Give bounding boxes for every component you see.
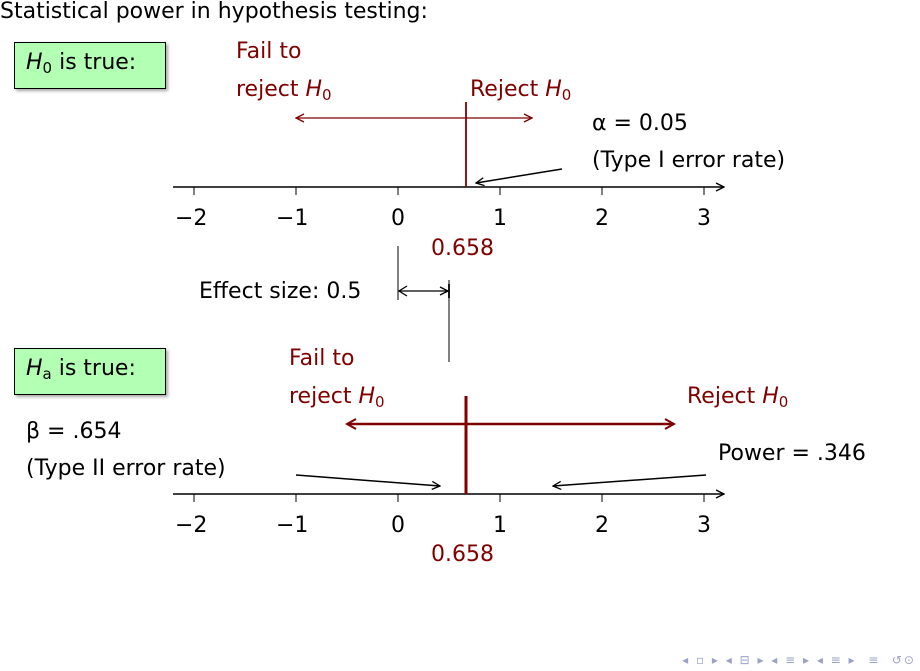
top-tick-label: 2 <box>595 206 609 231</box>
top-axis-ticks <box>193 187 705 195</box>
ha-subscript: a <box>42 365 52 383</box>
bottom-tick-label: 1 <box>493 513 507 538</box>
top-reject-h0-label: reject H0 <box>236 72 332 113</box>
ha-symbol: H <box>26 356 43 381</box>
bottom-tick-label: −1 <box>276 513 309 538</box>
beta-label: β = .654 <box>26 419 122 444</box>
top-fail-h-symbol: H <box>305 77 323 102</box>
h0-subscript: 0 <box>42 59 53 77</box>
bottom-reject-prefix: Reject <box>687 384 763 409</box>
top-tick-label: −1 <box>276 206 309 231</box>
top-tick-label: −2 <box>175 206 208 231</box>
beta-pointer <box>295 474 440 486</box>
power-label: Power = .346 <box>718 441 866 466</box>
bottom-fail-h-symbol: H <box>358 384 376 409</box>
bottom-tick-label: −2 <box>175 513 208 538</box>
h0-symbol: H <box>26 50 43 75</box>
top-reject-word: reject <box>236 77 306 102</box>
bottom-critical-value-label: 0.658 <box>431 542 494 567</box>
bottom-reject-h0-label: reject H0 <box>289 379 385 420</box>
ha-box-label: is true: <box>51 356 136 381</box>
type-ii-error-label: (Type II error rate) <box>26 456 226 481</box>
bottom-reject-h-sub: 0 <box>778 393 789 411</box>
top-fail-to-label: Fail to <box>236 39 302 64</box>
bottom-reject-word: reject <box>289 384 359 409</box>
h0-true-box: H0 is true: <box>14 42 166 89</box>
bottom-fail-to-label: Fail to <box>289 346 355 371</box>
type-i-error-label: (Type I error rate) <box>592 148 786 173</box>
power-pointer <box>553 474 707 486</box>
top-reject-prefix: Reject <box>470 77 546 102</box>
h0-box-label: is true: <box>52 50 137 75</box>
bottom-tick-label: 2 <box>595 513 609 538</box>
bottom-tick-label: 0 <box>391 513 405 538</box>
page-title: Statistical power in hypothesis testing: <box>0 0 428 24</box>
bottom-tick-label: 3 <box>697 513 711 538</box>
top-critical-value-label: 0.658 <box>431 236 494 261</box>
top-reject-h-sub: 0 <box>561 86 572 104</box>
bottom-reject-h-symbol: H <box>762 384 779 409</box>
alpha-pointer <box>476 168 563 183</box>
effect-size-label: Effect size: 0.5 <box>199 279 362 304</box>
bottom-fail-h-sub: 0 <box>375 393 385 411</box>
top-tick-label: 0 <box>391 206 405 231</box>
bottom-reject-label: Reject H0 <box>687 379 788 420</box>
top-tick-label: 1 <box>493 206 507 231</box>
ha-true-box: Ha is true: <box>14 348 166 395</box>
top-tick-label: 3 <box>697 206 711 231</box>
top-reject-h-symbol: H <box>545 77 562 102</box>
top-fail-h-sub: 0 <box>322 86 332 104</box>
effect-size-arrow-left-head <box>397 285 408 297</box>
beamer-navigation-bar[interactable]: ◂ ▫ ▸ ◂ ⊟ ▸ ◂ ≡ ▸ ◂ ≡ ▸ ≡ ↺⊙ <box>682 653 916 667</box>
top-reject-label: Reject H0 <box>470 72 571 113</box>
alpha-label: α = 0.05 <box>592 111 688 136</box>
bottom-axis-ticks <box>193 494 705 502</box>
